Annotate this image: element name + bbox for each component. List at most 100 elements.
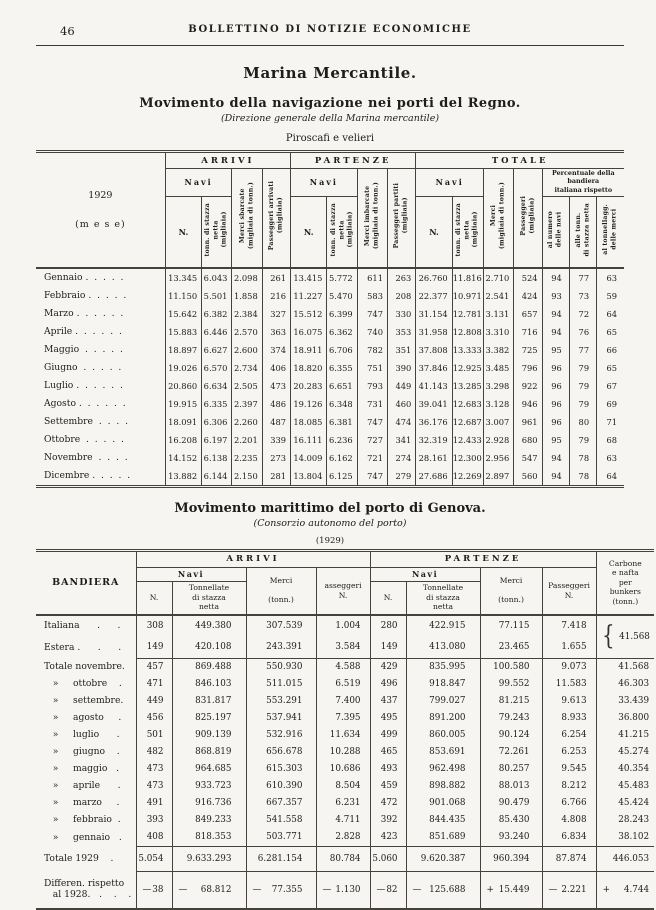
group-partenze: PARTENZE [290, 151, 417, 169]
value-cell: 611 [356, 267, 389, 287]
value-cell: 751 [356, 358, 389, 377]
table2-subtitle: (Consorzio autonomo del porto) [253, 517, 407, 529]
value-cell: 96 [541, 412, 570, 431]
value-cell: 960.394 [479, 845, 543, 872]
sign: — [412, 884, 422, 895]
value-cell: 18.091 [164, 412, 203, 431]
sign: + [602, 884, 610, 895]
value-cell: 860.005 [405, 726, 481, 744]
value-cell: 7.400 [315, 692, 371, 710]
value-cell: 45.483 [595, 777, 655, 795]
col-tonn-stazza: tonn. di stazza netta (migliaia) [451, 195, 485, 269]
value-cell: 6.197 [201, 430, 233, 449]
value-cell: 2.600 [231, 340, 263, 359]
value-cell: 2.235 [231, 448, 263, 467]
value-cell: 2.505 [231, 376, 263, 395]
value-cell: 27.686 [415, 466, 453, 487]
col-perc-merci: al tonnellagg. delle merci [596, 195, 624, 269]
value-cell: 6.706 [326, 340, 358, 359]
value-cell: 465 [369, 743, 407, 761]
value-cell: 868.819 [171, 743, 247, 761]
bandiera-cell: » agosto . [36, 709, 137, 727]
col-n: N. [135, 580, 173, 616]
value-cell: 537.941 [245, 709, 317, 727]
value-cell: 3.128 [482, 394, 515, 413]
value-cell: 420.108 [171, 636, 247, 659]
value-cell: 6.651 [326, 376, 358, 395]
brace-cell: {41.568 [595, 614, 655, 659]
value-cell: 8.504 [315, 777, 371, 795]
month-cell: Ottobre . . . . . [36, 430, 166, 449]
col-perc-navi: al numero delle navi [541, 195, 570, 269]
value-cell: 307.539 [245, 614, 317, 637]
value-cell: 6.627 [201, 340, 233, 359]
value-cell: 15.642 [164, 304, 203, 323]
bandiera-cell: » giugno . [36, 743, 137, 761]
table2-row: » marzo . 491 916.736 667.357 6.231 472 901.06… [36, 794, 655, 812]
value-cell: 747 [356, 466, 389, 487]
table2-row: » settembre. 449 831.817 553.291 7.400 437 799… [36, 692, 655, 710]
value-cell: 80.784 [315, 845, 371, 872]
table2-row: » aprile . 473 933.723 610.390 8.504 459 898.8… [36, 777, 655, 795]
value-cell: 487 [261, 412, 292, 431]
value-cell: —82 [369, 870, 407, 909]
group-arrivi: ARRIVI [135, 550, 371, 568]
value-cell: 4.808 [541, 811, 597, 829]
table1-row: Luglio . . . . . . 20.860 6.634 2.505 473 20.… [36, 376, 624, 395]
value-cell: 680 [513, 430, 543, 449]
value-cell: 46.303 [595, 675, 655, 693]
value-cell: 496 [369, 675, 407, 693]
diff-value: 125.688 [429, 884, 466, 895]
value-cell: 341 [386, 430, 417, 449]
value-cell: 457 [135, 657, 173, 676]
table1-subtitle: (Direzione generale della Marina mercant… [220, 113, 440, 124]
value-cell: 280 [369, 614, 407, 637]
value-cell: 41.568 [595, 657, 655, 676]
value-cell: 6.335 [201, 394, 233, 413]
value-cell: 446.053 [595, 845, 655, 872]
table1-row: Gennaio . . . . . 13.345 6.043 2.098 261 13.4… [36, 267, 624, 287]
value-cell: 459 [369, 777, 407, 795]
value-cell: 12.925 [451, 358, 485, 377]
value-cell: 869.488 [171, 657, 247, 676]
value-cell: 31.154 [415, 304, 453, 323]
value-cell: 279 [386, 466, 417, 487]
bandiera-cell: » ottobre . [36, 675, 137, 693]
navi-header: Navi [369, 566, 481, 582]
value-cell: 610.390 [245, 777, 317, 795]
col-passeggeri-arrivati: Passeggeri arrivati (migliaia) [261, 167, 292, 269]
value-cell: 353 [386, 322, 417, 341]
value-cell: 88.013 [479, 777, 543, 795]
value-cell: 583 [356, 286, 389, 305]
value-cell: 933.723 [171, 777, 247, 795]
value-cell: —2.221 [541, 870, 597, 909]
brace-value: 41.568 [619, 631, 650, 642]
value-cell: 8.212 [541, 777, 597, 795]
value-cell: 721 [356, 448, 389, 467]
value-cell: 18.085 [290, 412, 328, 431]
value-cell: 962.498 [405, 760, 481, 778]
value-cell: 63 [596, 448, 624, 467]
value-cell: —1.130 [315, 870, 371, 909]
table2-row: » luglio . 501 909.139 532.916 11.634 499 860.… [36, 726, 655, 744]
month-cell: Luglio . . . . . . [36, 376, 166, 395]
value-cell: 72 [568, 304, 598, 323]
value-cell: 392 [369, 811, 407, 829]
value-cell: 1.004 [315, 614, 371, 637]
value-cell: 80 [568, 412, 598, 431]
value-cell: 59 [596, 286, 624, 305]
value-cell: 90.479 [479, 794, 543, 812]
value-cell: 16.111 [290, 430, 328, 449]
value-cell: 524 [513, 267, 543, 287]
value-cell: 6.519 [315, 675, 371, 693]
value-cell: 77 [568, 340, 598, 359]
col-passeggeri-arrivi: asseggeri N. [315, 566, 371, 616]
value-cell: 796 [513, 358, 543, 377]
value-cell: 149 [135, 636, 173, 659]
value-cell: 208 [386, 286, 417, 305]
value-cell: 473 [261, 376, 292, 395]
value-cell: 6.162 [326, 448, 358, 467]
value-cell: 93 [541, 286, 570, 305]
bandiera-cell: Totale 1929 . [36, 846, 137, 872]
